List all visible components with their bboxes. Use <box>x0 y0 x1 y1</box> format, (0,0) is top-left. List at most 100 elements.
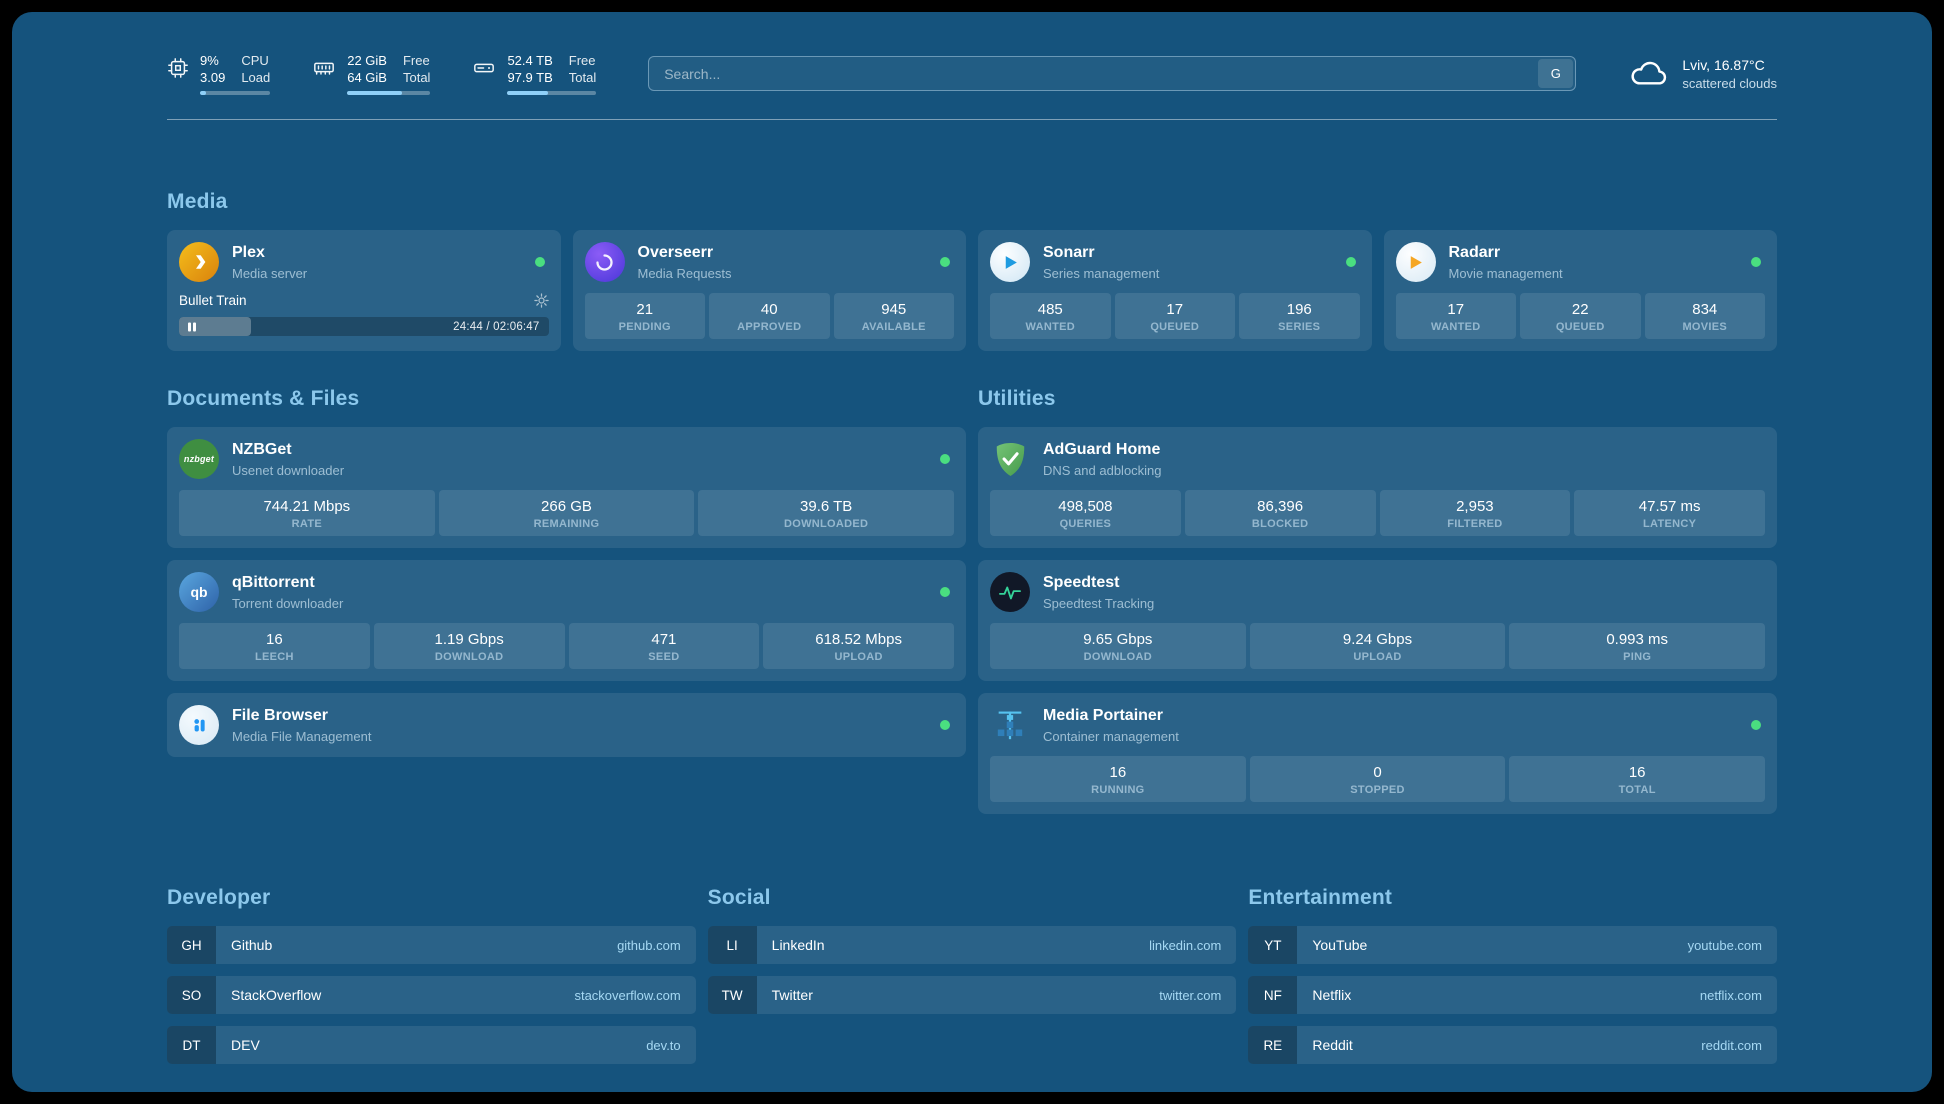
media-section-title: Media <box>167 190 228 213</box>
sonarr-card[interactable]: Sonarr Series management 485 WANTED 17 Q… <box>978 230 1372 351</box>
gear-icon[interactable] <box>533 293 549 308</box>
service-name: NZBGet <box>232 440 292 458</box>
stat-label: WANTED <box>1025 321 1075 333</box>
resource-widgets: 9% 3.09 CPU Load <box>167 52 597 95</box>
search-provider-button[interactable]: G <box>1538 59 1574 88</box>
bookmark-name: Github <box>231 937 273 953</box>
weather-location: Lviv, 16.87°C <box>1682 56 1765 73</box>
developer-section-title: Developer <box>167 886 271 909</box>
disk-usage-bar <box>507 91 597 95</box>
service-description: Movie management <box>1448 265 1563 281</box>
bookmark-url: youtube.com <box>1687 937 1762 953</box>
stat-value: 39.6 TB <box>800 498 853 515</box>
developer-bookmarks: Developer GH Github github.com SO StackO… <box>167 886 696 1064</box>
stat-label: WANTED <box>1431 321 1481 333</box>
bookmark-dev[interactable]: DT DEV dev.to <box>167 1026 696 1064</box>
stat-value: 9.24 Gbps <box>1342 631 1413 648</box>
utilities-section-title: Utilities <box>978 387 1056 410</box>
speedtest-icon <box>990 572 1030 612</box>
service-name: Speedtest <box>1043 573 1120 591</box>
bookmark-abbr: YT <box>1248 926 1298 964</box>
stat-label: QUERIES <box>1059 518 1112 530</box>
stat-label: REMAINING <box>533 518 600 530</box>
cpu-load-value: 3.09 <box>200 70 226 85</box>
playback-progress-bar[interactable]: 24:44 / 02:06:47 <box>179 317 549 336</box>
adguard-card[interactable]: AdGuard Home DNS and adblocking 498,508 … <box>978 427 1777 548</box>
stat-label: DOWNLOAD <box>1083 651 1153 663</box>
stat-value: 47.57 ms <box>1638 498 1701 515</box>
plex-icon <box>179 242 219 282</box>
stat-ping: 0.993 ms PING <box>1509 623 1765 669</box>
documents-section: Documents & Files nzbget NZBGet Usenet d… <box>167 387 966 757</box>
overseerr-card[interactable]: Overseerr Media Requests 21 PENDING 40 A… <box>572 230 966 351</box>
stat-label: BLOCKED <box>1251 518 1309 530</box>
bookmark-reddit[interactable]: RE Reddit reddit.com <box>1248 1026 1777 1064</box>
service-description: Media Requests <box>637 265 732 281</box>
service-name: AdGuard Home <box>1043 440 1161 458</box>
stat-stopped: 0 STOPPED <box>1249 756 1506 802</box>
stat-label: UPLOAD <box>834 651 883 663</box>
bookmark-netflix[interactable]: NF Netflix netflix.com <box>1248 976 1777 1014</box>
documents-section-title: Documents & Files <box>167 387 360 410</box>
stat-downloaded: 39.6 TB DOWNLOADED <box>698 490 954 536</box>
radarr-card[interactable]: Radarr Movie management 17 WANTED 22 QUE… <box>1383 230 1777 351</box>
bookmark-twitter[interactable]: TW Twitter twitter.com <box>707 976 1237 1014</box>
status-dot <box>940 257 950 267</box>
bookmark-abbr: RE <box>1248 1026 1298 1064</box>
memory-usage-bar <box>347 91 431 95</box>
cpu-load-label: Load <box>241 70 271 85</box>
bookmark-linkedin[interactable]: LI LinkedIn linkedin.com <box>707 926 1237 964</box>
stat-label: QUEUED <box>1555 321 1605 333</box>
service-description: Usenet downloader <box>232 462 345 478</box>
stat-label: FILTERED <box>1447 518 1503 530</box>
stat-label: DOWNLOADED <box>784 518 869 530</box>
stat-queued: 17 QUEUED <box>1114 293 1235 339</box>
stat-label: SERIES <box>1278 321 1321 333</box>
service-name: File Browser <box>232 706 329 724</box>
stat-download: 9.65 Gbps DOWNLOAD <box>990 623 1246 669</box>
stat-value: 16 <box>266 631 283 648</box>
stat-value: 945 <box>881 301 907 318</box>
pause-icon[interactable] <box>188 322 196 331</box>
bookmark-stackoverflow[interactable]: SO StackOverflow stackoverflow.com <box>167 976 696 1014</box>
plex-card[interactable]: Plex Media server Bullet Train <box>167 230 561 351</box>
qbittorrent-card[interactable]: qb qBittorrent Torrent downloader 16 LEE… <box>167 560 966 681</box>
disk-widget: 52.4 TB 97.9 TB Free Total <box>472 52 597 95</box>
now-playing-title: Bullet Train <box>179 293 247 308</box>
service-description: Media File Management <box>232 728 372 744</box>
bookmark-abbr: DT <box>167 1026 216 1064</box>
portainer-card[interactable]: Media Portainer Container management 16 … <box>978 693 1777 814</box>
disk-free-label: Free <box>568 53 596 68</box>
stat-label: LATENCY <box>1643 518 1697 530</box>
bookmark-github[interactable]: GH Github github.com <box>167 926 696 964</box>
speedtest-card[interactable]: Speedtest Speedtest Tracking 9.65 Gbps D… <box>978 560 1777 681</box>
stat-value: 744.21 Mbps <box>263 498 351 515</box>
stat-download: 1.19 Gbps DOWNLOAD <box>373 623 565 669</box>
social-section-title: Social <box>707 886 771 909</box>
service-description: Container management <box>1043 728 1179 744</box>
entertainment-bookmarks: Entertainment YT YouTube youtube.com NF … <box>1248 886 1777 1064</box>
stat-remaining: 266 GB REMAINING <box>438 490 695 536</box>
stat-label: DOWNLOAD <box>434 651 504 663</box>
media-section: Media Plex Media server <box>167 190 1777 351</box>
nzbget-icon-label: nzbget <box>183 454 215 464</box>
bookmark-url: netflix.com <box>1699 987 1762 1003</box>
stat-value: 9.65 Gbps <box>1083 631 1153 648</box>
service-description: Series management <box>1043 265 1160 281</box>
search-input[interactable] <box>648 56 1577 91</box>
nzbget-card[interactable]: nzbget NZBGet Usenet downloader 744.21 M… <box>167 427 966 548</box>
bookmark-name: LinkedIn <box>771 937 825 953</box>
filebrowser-card[interactable]: File Browser Media File Management <box>167 693 966 757</box>
stat-wanted: 485 WANTED <box>990 293 1111 339</box>
stat-value: 86,396 <box>1257 498 1304 515</box>
stat-value: 0.993 ms <box>1606 631 1669 648</box>
status-dot <box>940 720 950 730</box>
stat-running: 16 RUNNING <box>990 756 1246 802</box>
bookmark-youtube[interactable]: YT YouTube youtube.com <box>1248 926 1777 964</box>
stat-series: 196 SERIES <box>1239 293 1360 339</box>
stat-wanted: 17 WANTED <box>1395 293 1516 339</box>
bookmark-name: DEV <box>231 1037 260 1053</box>
sonarr-icon <box>990 242 1030 282</box>
qbittorrent-icon-label: qb <box>190 584 208 600</box>
adguard-shield-icon <box>990 439 1030 479</box>
